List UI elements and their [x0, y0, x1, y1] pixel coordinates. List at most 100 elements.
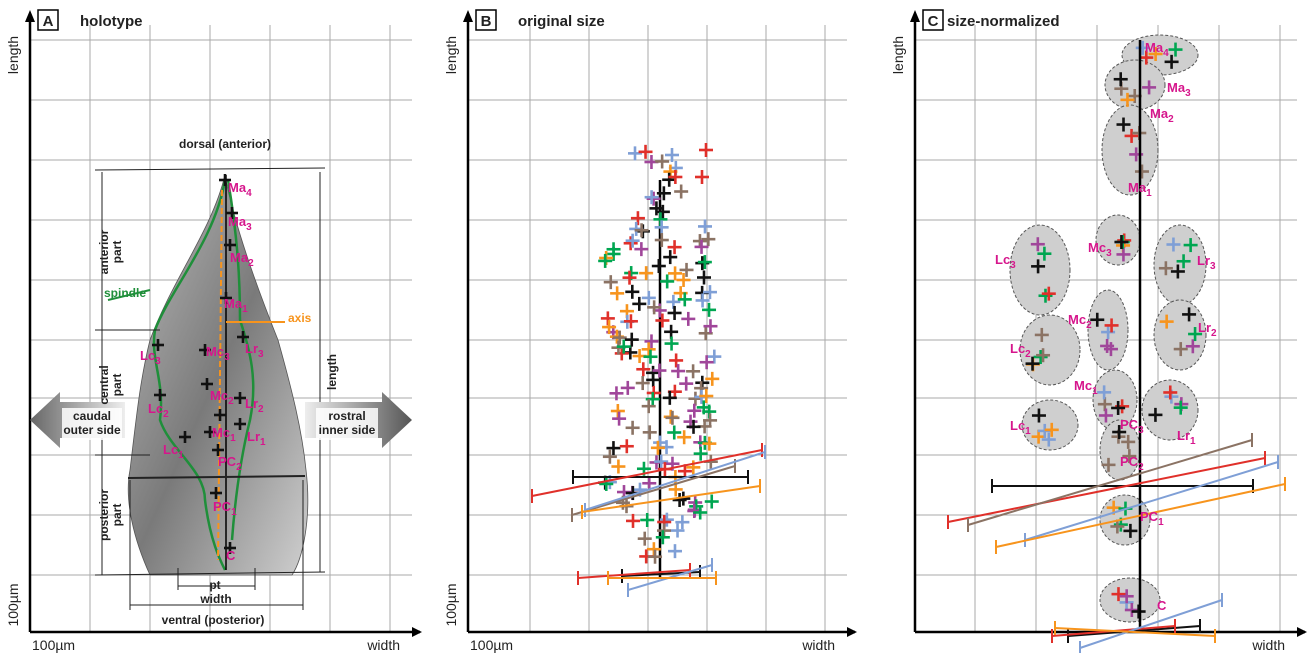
- landmark-name: C: [226, 548, 236, 563]
- line: posterior: [97, 489, 111, 541]
- landmark-label: Lr3: [1197, 253, 1216, 272]
- annotation: spindle: [104, 286, 146, 300]
- landmark-name: Ma: [1145, 40, 1164, 55]
- landmark-label: Lr2: [245, 396, 264, 415]
- landmark-name: Ma: [224, 296, 243, 311]
- landmark-name: Lr: [245, 396, 258, 411]
- landmark-label: C: [226, 548, 236, 563]
- annotation: posteriorpart: [97, 489, 124, 541]
- landmark-index: 1: [1146, 188, 1152, 199]
- landmark-index: 1: [260, 437, 266, 448]
- landmark-label: PC2: [218, 454, 242, 473]
- landmark-label: Mc1: [212, 425, 236, 444]
- landmark-index: 2: [1168, 114, 1174, 125]
- landmark-index: 2: [1138, 462, 1144, 473]
- landmark-label: Mc3: [1088, 240, 1112, 259]
- landmark-name: Lr: [1177, 428, 1190, 443]
- landmark-index: 1: [1190, 436, 1196, 447]
- line: outer side: [63, 423, 121, 437]
- landmark-index: 3: [1010, 260, 1016, 271]
- size-bar: [995, 483, 1286, 548]
- line: part: [110, 374, 124, 397]
- landmark-index: 3: [1138, 425, 1144, 436]
- landmark-index: 3: [1185, 88, 1191, 99]
- landmark-index: 2: [1211, 328, 1217, 339]
- landmark-index: 3: [258, 349, 264, 360]
- panel-letter: C: [928, 13, 939, 30]
- annotation: ventral (posterior): [162, 613, 265, 627]
- axis-arrow: [25, 10, 35, 22]
- panel-letter-box: [475, 9, 497, 31]
- annotation: length: [325, 354, 339, 390]
- landmark-index: 2: [248, 258, 254, 269]
- landmark-index: 3: [1106, 248, 1112, 259]
- line: inner side: [319, 423, 376, 437]
- landmark-label: Ma1: [224, 296, 248, 315]
- annotation: pt: [209, 578, 220, 592]
- size-bar: [1024, 461, 1279, 541]
- annotation: anteriorpart: [97, 229, 124, 274]
- landmark-name: Lr: [247, 429, 260, 444]
- holotype-image: [107, 174, 309, 576]
- annotation: dorsal (anterior): [179, 137, 271, 151]
- line: anterior: [97, 229, 111, 274]
- landmark-name: Mc: [1074, 378, 1092, 393]
- landmark-label: Ma3: [228, 214, 252, 233]
- landmark-index: 2: [228, 396, 234, 407]
- landmark-label: C: [1157, 598, 1167, 613]
- landmark-name: Ma: [1167, 80, 1186, 95]
- landmark-index: 4: [1163, 48, 1169, 59]
- landmark-marks: [152, 34, 1286, 653]
- landmark-name: Mc: [206, 344, 224, 359]
- panel-title: original size: [518, 13, 605, 30]
- x-axis-label: width: [366, 637, 400, 653]
- landmark-label: Ma2: [230, 250, 254, 269]
- size-bar: [581, 485, 761, 513]
- panel-title: holotype: [80, 13, 143, 30]
- cluster: [1019, 314, 1081, 386]
- line: central: [97, 365, 111, 404]
- landmark-label: Lr1: [1177, 428, 1196, 447]
- annotation: rostral inner side: [319, 409, 376, 437]
- panel-letter-box: [37, 9, 59, 31]
- landmark-label: Lr2: [1198, 320, 1217, 339]
- annotation: axis: [288, 311, 312, 325]
- size-bar: [947, 457, 1266, 523]
- landmark-index: 1: [178, 450, 184, 461]
- y-axis-label: length: [890, 36, 906, 74]
- size-bar: [967, 439, 1253, 526]
- landmark-name: PC: [218, 454, 237, 469]
- landmark-index: 2: [1025, 349, 1031, 360]
- spindle-line: [152, 179, 255, 571]
- landmark-label: PC1: [213, 499, 237, 518]
- panel-letter: B: [481, 13, 492, 30]
- annotation: centralpart: [97, 365, 124, 404]
- line: part: [110, 241, 124, 264]
- landmark-name: Lr: [1197, 253, 1210, 268]
- panel-letter-box: [922, 9, 944, 31]
- size-bar: [584, 451, 766, 511]
- landmark-name: Lc: [1010, 418, 1025, 433]
- landmark-label: Ma4: [228, 180, 252, 199]
- landmark-label: Ma4: [1145, 40, 1169, 59]
- landmark-label: Mc2: [1068, 312, 1092, 331]
- landmark-name: Mc: [210, 388, 228, 403]
- size-bar: [1079, 599, 1223, 649]
- size-bar: [571, 465, 736, 516]
- landmark-label: Lr3: [245, 341, 264, 360]
- landmark-name: Lc: [140, 348, 155, 363]
- line: rostral: [328, 409, 365, 423]
- line: part: [110, 504, 124, 527]
- landmark-index: 3: [1210, 261, 1216, 272]
- landmark-label: Ma3: [1167, 80, 1191, 99]
- landmark-label: Lr1: [247, 429, 266, 448]
- size-bar: [531, 449, 763, 497]
- landmark-index: 1: [1158, 517, 1164, 528]
- size-bar: [577, 569, 691, 579]
- landmark-name: Ma: [1150, 106, 1169, 121]
- axis-arrow: [412, 627, 422, 637]
- landmark-name: PC: [1120, 417, 1139, 432]
- landmark-name: PC: [1140, 509, 1159, 524]
- landmark-index: 3: [224, 352, 230, 363]
